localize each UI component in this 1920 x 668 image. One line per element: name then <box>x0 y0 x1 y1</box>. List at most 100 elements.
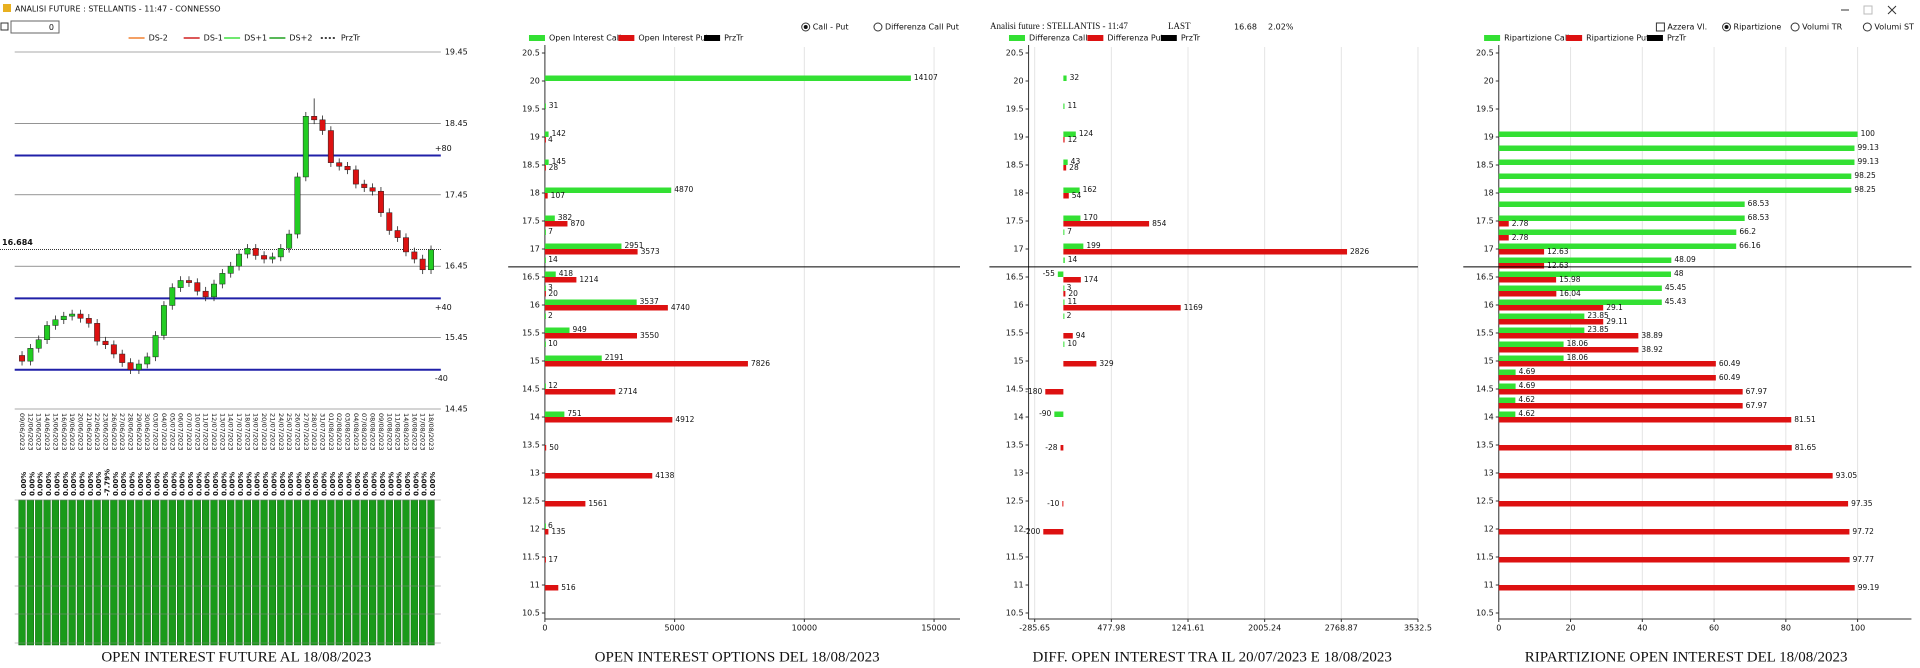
bar-label: 751 <box>567 409 582 418</box>
oi-label: -7.79% <box>104 469 112 496</box>
oi-bar <box>118 499 126 646</box>
y-tick-label: 17.5 <box>522 217 540 226</box>
bar <box>544 305 668 311</box>
legend-label: PrzTr <box>341 34 361 43</box>
y-tick-label: 16.5 <box>522 273 540 282</box>
y-tick-label: 12.5 <box>1476 497 1494 506</box>
bar-label: 100 <box>1861 129 1876 138</box>
bar-label: 3573 <box>641 247 660 256</box>
oi-label: 0.00% <box>37 472 45 496</box>
bar <box>1063 291 1066 297</box>
y-tick-label: 20.5 <box>1006 49 1024 58</box>
oi-label: 0.00% <box>70 472 78 496</box>
oi-label: 0.00% <box>120 472 128 496</box>
date-label: 15/06/2023 <box>51 413 59 450</box>
bar <box>1498 389 1743 395</box>
date-label: 17/08/2023 <box>419 413 427 450</box>
bar <box>1498 347 1639 353</box>
bar <box>1498 263 1545 269</box>
bar <box>544 389 616 395</box>
y-tick-label: 17.5 <box>1006 217 1024 226</box>
bar <box>544 249 638 255</box>
radio-button[interactable] <box>1790 22 1800 32</box>
y-tick-label: 16 <box>1484 301 1494 310</box>
bar-label: 99.13 <box>1857 157 1879 166</box>
maximize-button[interactable] <box>1863 5 1873 15</box>
date-label: 16/06/2023 <box>60 413 68 450</box>
oi-bar <box>243 499 251 646</box>
bar-label: 170 <box>1083 213 1098 222</box>
candle-body <box>177 280 184 288</box>
bar <box>1063 243 1084 249</box>
y-tick-label: 12 <box>530 525 540 534</box>
bar-label: 7826 <box>751 359 770 368</box>
candle-body <box>69 313 76 317</box>
bar-label: 4.62 <box>1518 409 1535 418</box>
radio-button[interactable] <box>873 22 883 32</box>
oi-label: 0.00% <box>62 472 70 496</box>
oi-bar <box>51 499 60 646</box>
date-label: 08/08/2023 <box>369 413 377 450</box>
y-tick-label: 20 <box>530 77 540 86</box>
oi-label: 0.00% <box>262 472 270 496</box>
bar-label: 4.62 <box>1518 395 1535 404</box>
bar-label: 124 <box>1079 129 1094 138</box>
number-input[interactable] <box>10 20 60 34</box>
oi-bar <box>68 499 76 646</box>
legend-label: DS+1 <box>244 34 267 43</box>
oi-label: 0.00% <box>354 472 362 496</box>
bar <box>544 285 546 291</box>
checkbox[interactable] <box>1655 22 1665 32</box>
bar-label: 60.49 <box>1719 373 1741 382</box>
date-label: 20/07/2023 <box>260 413 268 450</box>
bar-label: 12.63 <box>1547 247 1569 256</box>
radio-button[interactable] <box>1862 22 1872 32</box>
bar-label: 418 <box>559 269 574 278</box>
close-button[interactable] <box>1887 5 1897 15</box>
bar-label: 17 <box>548 555 558 564</box>
bar-label: 11 <box>1067 297 1077 306</box>
bar <box>1498 375 1716 381</box>
oi-bar <box>310 499 318 646</box>
bar-label: 11 <box>1067 101 1077 110</box>
oi-bar <box>160 499 168 646</box>
bar <box>1498 201 1745 207</box>
oi-label: 0.00% <box>20 472 28 496</box>
bar-label: 4.69 <box>1519 367 1536 376</box>
candle-body <box>261 255 268 260</box>
bar-label: 23.85 <box>1587 311 1609 320</box>
bar <box>1498 235 1509 241</box>
oi-label: 0.00% <box>78 472 86 496</box>
date-label: 20/06/2023 <box>76 413 84 450</box>
bar <box>1498 145 1855 151</box>
panel-title: OPEN INTEREST OPTIONS DEL 18/08/2023 <box>595 649 880 665</box>
y-tick-label: 20.5 <box>522 49 540 58</box>
legend-swatch <box>1087 35 1104 41</box>
bar-label: 43 <box>1071 157 1081 166</box>
y-tick-label: 16 <box>1013 301 1023 310</box>
candle-body <box>244 248 251 255</box>
oi-bar <box>260 499 268 646</box>
oi-label: 0.00% <box>254 472 262 496</box>
oi-label: 0.00% <box>87 472 95 496</box>
candle-body <box>19 355 26 362</box>
y-tick-label: 15.45 <box>445 333 468 342</box>
bar-label: 66.16 <box>1739 241 1761 250</box>
bar <box>1498 215 1745 221</box>
bar <box>1498 355 1564 361</box>
bar <box>544 327 570 333</box>
checkbox[interactable] <box>0 22 9 31</box>
oi-bar <box>168 499 176 646</box>
bar <box>1063 165 1067 171</box>
date-label: 28/06/2023 <box>127 413 135 450</box>
y-tick-label: 20 <box>1484 77 1494 86</box>
y-tick-label: 12.5 <box>1006 497 1024 506</box>
date-label: 09/08/2023 <box>377 413 385 450</box>
oi-bar <box>143 499 151 646</box>
oi-label: 0.00% <box>145 472 153 496</box>
bar-label: 2.78 <box>1512 233 1529 242</box>
bar-label: 162 <box>1083 185 1098 194</box>
x-tick-label: 5000 <box>664 624 684 633</box>
y-tick-label: 20 <box>1013 77 1023 86</box>
bar-label: 12 <box>1068 135 1078 144</box>
